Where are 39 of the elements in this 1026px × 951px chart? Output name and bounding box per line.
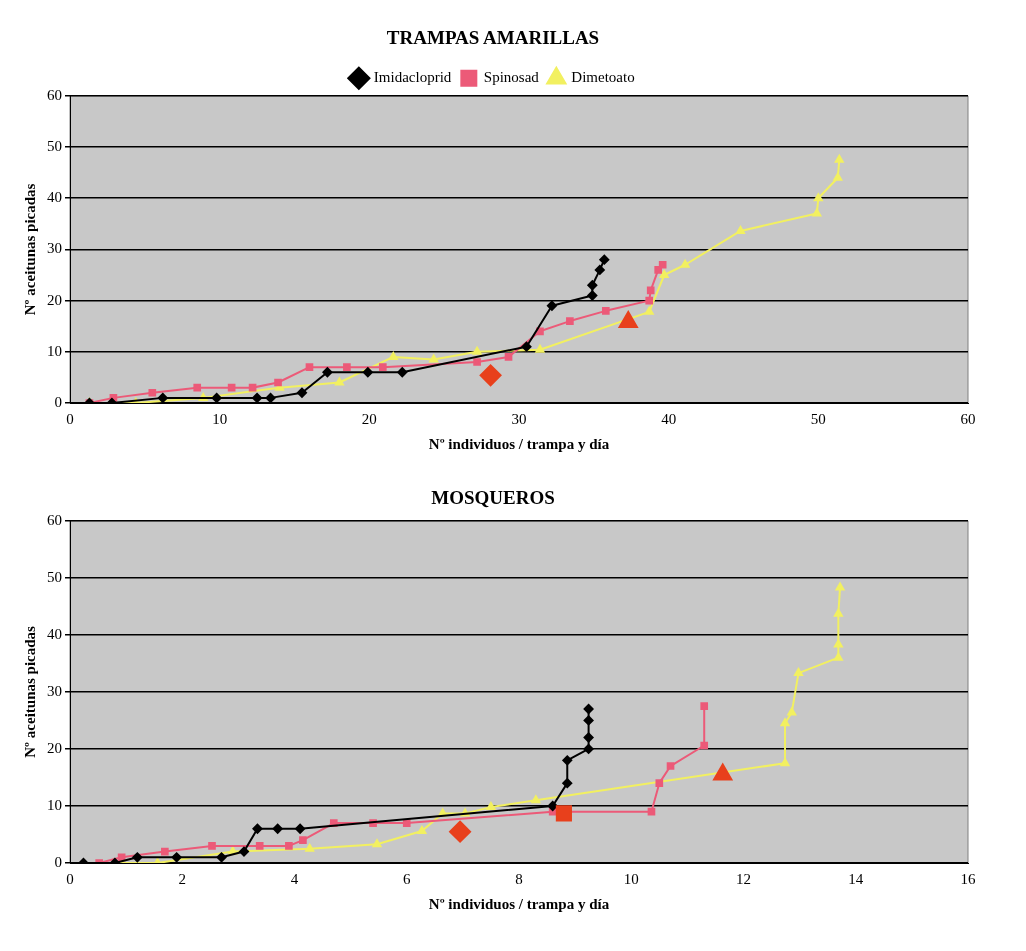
y-tick-label: 50: [47, 568, 62, 585]
x-tick-label: 50: [810, 410, 826, 427]
y-tick-label: 40: [47, 189, 62, 206]
x-axis-title: Nº individuos / trampa y día: [428, 895, 610, 912]
x-tick-label: 2: [178, 870, 186, 887]
y-axis-title: Nº aceitunas picadas: [21, 183, 38, 316]
y-tick-label: 20: [47, 739, 62, 756]
chart-title: TRAMPAS AMARILLAS: [386, 27, 600, 49]
legend-label: Imidacloprid: [373, 69, 452, 86]
y-axis-title: Nº aceitunas picadas: [21, 625, 38, 758]
x-tick-label: 0: [66, 870, 74, 887]
y-tick-label: 0: [54, 853, 62, 870]
x-tick-label: 60: [960, 410, 976, 427]
y-tick-label: 10: [47, 342, 62, 359]
y-tick-label: 60: [47, 511, 62, 528]
x-tick-label: 6: [403, 870, 411, 887]
x-tick-label: 0: [66, 410, 74, 427]
y-tick-label: 0: [54, 393, 62, 410]
y-tick-label: 40: [47, 625, 62, 642]
x-tick-label: 10: [623, 870, 639, 887]
x-tick-label: 40: [661, 410, 677, 427]
x-tick-label: 30: [511, 410, 527, 427]
x-axis-title: Nº individuos / trampa y día: [428, 435, 610, 452]
y-tick-label: 50: [47, 137, 62, 154]
x-tick-label: 12: [736, 870, 751, 887]
legend-label: Spinosad: [483, 69, 540, 86]
x-tick-label: 10: [212, 410, 228, 427]
x-tick-label: 16: [960, 870, 976, 887]
y-tick-label: 30: [47, 240, 62, 257]
y-tick-label: 30: [47, 682, 62, 699]
x-tick-label: 14: [848, 870, 864, 887]
x-tick-label: 20: [361, 410, 377, 427]
x-tick-label: 8: [515, 870, 523, 887]
x-tick-label: 4: [290, 870, 299, 887]
chart-title: MOSQUEROS: [431, 487, 555, 509]
y-tick-label: 60: [47, 86, 62, 103]
legend-label: Dimetoato: [571, 69, 635, 86]
y-tick-label: 20: [47, 291, 62, 308]
y-tick-label: 10: [47, 796, 62, 813]
